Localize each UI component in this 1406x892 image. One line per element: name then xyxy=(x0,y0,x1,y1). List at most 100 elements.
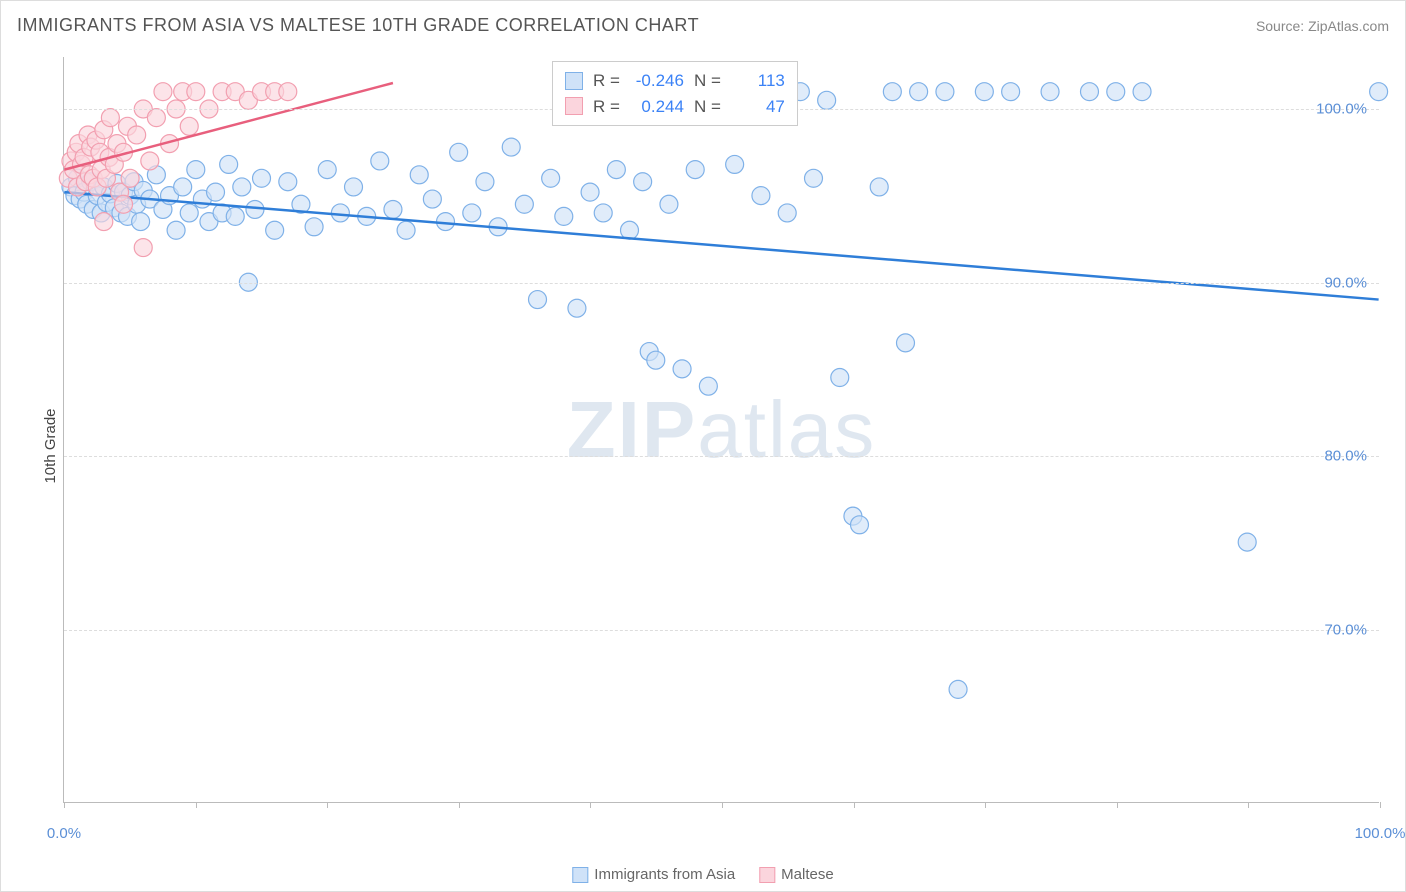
data-point-asia[interactable] xyxy=(397,221,415,239)
data-point-asia[interactable] xyxy=(187,161,205,179)
data-point-asia[interactable] xyxy=(345,178,363,196)
data-point-asia[interactable] xyxy=(621,221,639,239)
data-point-asia[interactable] xyxy=(207,183,225,201)
data-point-asia[interactable] xyxy=(371,152,389,170)
data-point-asia[interactable] xyxy=(778,204,796,222)
data-point-maltese[interactable] xyxy=(134,239,152,257)
data-point-maltese[interactable] xyxy=(128,126,146,144)
data-point-asia[interactable] xyxy=(279,173,297,191)
data-point-maltese[interactable] xyxy=(115,195,133,213)
data-point-asia[interactable] xyxy=(936,83,954,101)
data-point-asia[interactable] xyxy=(132,213,150,231)
data-point-asia[interactable] xyxy=(897,334,915,352)
data-point-maltese[interactable] xyxy=(279,83,297,101)
data-point-asia[interactable] xyxy=(220,155,238,173)
data-point-asia[interactable] xyxy=(851,516,869,534)
data-point-asia[interactable] xyxy=(949,680,967,698)
data-point-asia[interactable] xyxy=(167,221,185,239)
data-point-maltese[interactable] xyxy=(95,213,113,231)
data-point-asia[interactable] xyxy=(883,83,901,101)
data-point-asia[interactable] xyxy=(594,204,612,222)
data-point-asia[interactable] xyxy=(686,161,704,179)
x-tick xyxy=(985,802,986,808)
data-point-asia[interactable] xyxy=(515,195,533,213)
x-tick xyxy=(196,802,197,808)
stats-swatch xyxy=(565,97,583,115)
stat-R-value: 0.244 xyxy=(630,94,684,120)
data-point-asia[interactable] xyxy=(529,291,547,309)
data-point-asia[interactable] xyxy=(1133,83,1151,101)
data-point-asia[interactable] xyxy=(699,377,717,395)
data-point-asia[interactable] xyxy=(910,83,928,101)
data-point-asia[interactable] xyxy=(233,178,251,196)
data-point-asia[interactable] xyxy=(253,169,271,187)
stats-swatch xyxy=(565,72,583,90)
data-point-asia[interactable] xyxy=(634,173,652,191)
plot-svg xyxy=(64,57,1379,802)
data-point-asia[interactable] xyxy=(423,190,441,208)
data-point-maltese[interactable] xyxy=(154,83,172,101)
data-point-asia[interactable] xyxy=(1080,83,1098,101)
data-point-asia[interactable] xyxy=(463,204,481,222)
legend-item-asia[interactable]: Immigrants from Asia xyxy=(572,866,735,883)
data-point-asia[interactable] xyxy=(542,169,560,187)
data-point-asia[interactable] xyxy=(384,200,402,218)
legend-swatch xyxy=(759,867,775,883)
data-point-asia[interactable] xyxy=(581,183,599,201)
y-tick-label: 90.0% xyxy=(1324,274,1367,291)
data-point-maltese[interactable] xyxy=(147,109,165,127)
x-tick xyxy=(1117,802,1118,808)
stat-R-value: -0.246 xyxy=(630,68,684,94)
data-point-asia[interactable] xyxy=(1002,83,1020,101)
stat-N-label: N = xyxy=(694,68,721,94)
stats-row-asia: R = -0.246 N = 113 xyxy=(565,68,785,94)
data-point-asia[interactable] xyxy=(673,360,691,378)
data-point-asia[interactable] xyxy=(818,91,836,109)
gridline-h xyxy=(64,283,1379,284)
stats-row-maltese: R =0.244N =47 xyxy=(565,94,785,120)
data-point-asia[interactable] xyxy=(805,169,823,187)
data-point-asia[interactable] xyxy=(568,299,586,317)
data-point-maltese[interactable] xyxy=(101,109,119,127)
stat-R-label: R = xyxy=(593,68,620,94)
data-point-asia[interactable] xyxy=(1370,83,1388,101)
stat-N-value: 113 xyxy=(731,68,785,94)
data-point-asia[interactable] xyxy=(1107,83,1125,101)
data-point-asia[interactable] xyxy=(476,173,494,191)
gridline-h xyxy=(64,630,1379,631)
data-point-asia[interactable] xyxy=(870,178,888,196)
data-point-asia[interactable] xyxy=(410,166,428,184)
data-point-maltese[interactable] xyxy=(180,117,198,135)
data-point-asia[interactable] xyxy=(450,143,468,161)
title-bar: IMMIGRANTS FROM ASIA VS MALTESE 10TH GRA… xyxy=(17,15,1389,36)
data-point-asia[interactable] xyxy=(331,204,349,222)
legend-item-maltese[interactable]: Maltese xyxy=(759,866,834,883)
x-tick xyxy=(64,802,65,808)
data-point-asia[interactable] xyxy=(726,155,744,173)
stat-N-value: 47 xyxy=(731,94,785,120)
data-point-asia[interactable] xyxy=(831,369,849,387)
data-point-asia[interactable] xyxy=(1041,83,1059,101)
data-point-asia[interactable] xyxy=(174,178,192,196)
x-tick xyxy=(1248,802,1249,808)
data-point-asia[interactable] xyxy=(1238,533,1256,551)
data-point-asia[interactable] xyxy=(555,207,573,225)
data-point-asia[interactable] xyxy=(660,195,678,213)
data-point-asia[interactable] xyxy=(502,138,520,156)
data-point-asia[interactable] xyxy=(180,204,198,222)
x-tick xyxy=(459,802,460,808)
data-point-maltese[interactable] xyxy=(141,152,159,170)
data-point-asia[interactable] xyxy=(752,187,770,205)
data-point-asia[interactable] xyxy=(607,161,625,179)
x-tick xyxy=(327,802,328,808)
data-point-asia[interactable] xyxy=(226,207,244,225)
data-point-asia[interactable] xyxy=(647,351,665,369)
data-point-asia[interactable] xyxy=(266,221,284,239)
data-point-asia[interactable] xyxy=(305,218,323,236)
legend-bottom: Immigrants from Asia Maltese xyxy=(572,866,833,883)
data-point-maltese[interactable] xyxy=(187,83,205,101)
data-point-maltese[interactable] xyxy=(121,169,139,187)
data-point-asia[interactable] xyxy=(318,161,336,179)
data-point-asia[interactable] xyxy=(975,83,993,101)
plot-area: ZIPatlas 70.0%80.0%90.0%100.0%0.0%100.0%… xyxy=(63,57,1379,803)
